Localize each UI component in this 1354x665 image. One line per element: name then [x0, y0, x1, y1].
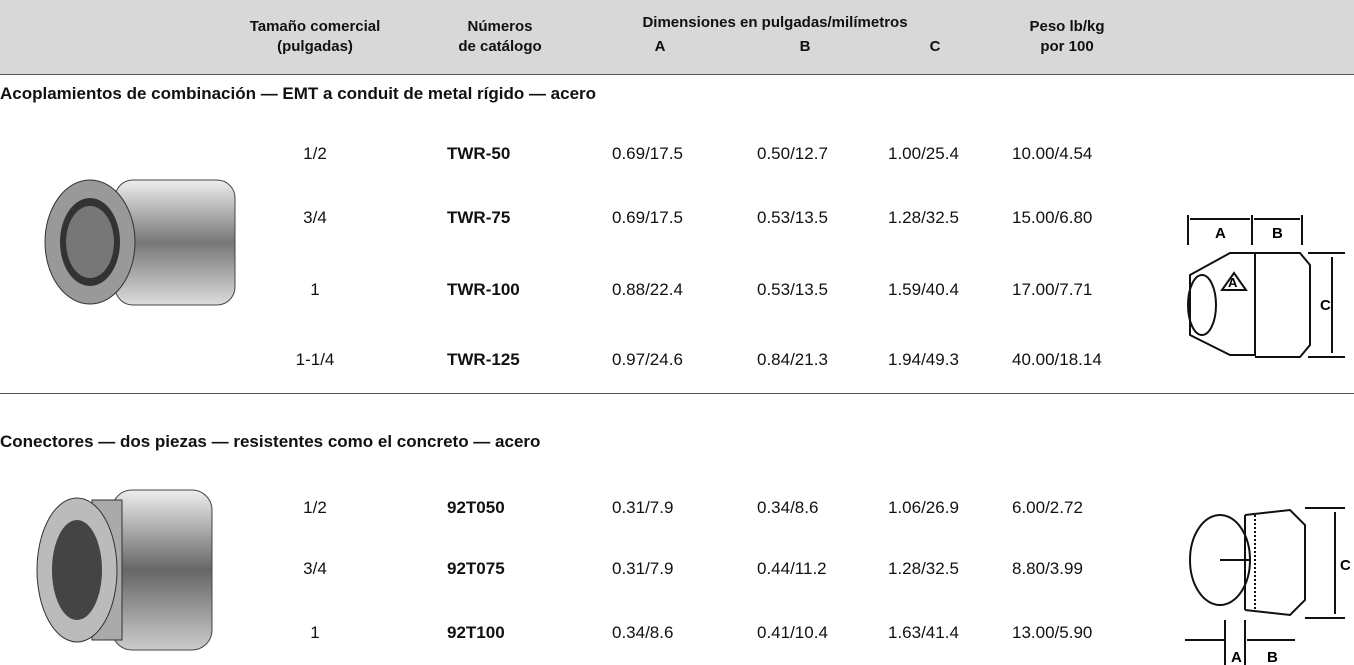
cell: TWR-75 — [447, 208, 511, 227]
header-label: de catálogo — [458, 38, 542, 55]
header-label: Peso lb/kg — [1029, 18, 1105, 35]
diagram-label: B — [1272, 225, 1283, 242]
cell: 0.97/24.6 — [612, 350, 683, 369]
cell: 1.94/49.3 — [888, 350, 959, 369]
header-label: C — [929, 38, 941, 55]
header-label: (pulgadas) — [277, 38, 353, 55]
cell: 3/4 — [303, 208, 327, 227]
diagram-label: A — [1215, 225, 1226, 242]
cell: 13.00/5.90 — [1012, 623, 1093, 642]
cell: 0.84/21.3 — [757, 350, 828, 369]
cell: TWR-50 — [447, 144, 511, 163]
cell: 40.00/18.14 — [1012, 350, 1102, 369]
cell: TWR-100 — [447, 280, 520, 299]
cell: 0.69/17.5 — [612, 208, 683, 227]
header-label: Tamaño comercial — [249, 18, 381, 35]
cell: 0.44/11.2 — [757, 559, 827, 578]
cell: 10.00/4.54 — [1012, 144, 1093, 163]
diagram-label: A — [1231, 649, 1242, 665]
section-rule — [0, 393, 1354, 394]
cell: 1.59/40.4 — [888, 280, 959, 299]
cell: 3/4 — [303, 559, 327, 578]
cell: 0.50/12.7 — [757, 144, 828, 163]
cell: 1.06/26.9 — [888, 498, 959, 517]
cell: 0.31/7.9 — [612, 559, 674, 578]
cell: 0.53/13.5 — [757, 208, 828, 227]
cell: 0.41/10.4 — [757, 623, 828, 642]
header-label: Números — [467, 18, 533, 35]
cell: 92T050 — [447, 498, 505, 517]
diagram-label: C — [1340, 557, 1350, 574]
cell: 0.88/22.4 — [612, 280, 683, 299]
cell: 1.00/25.4 — [888, 144, 959, 163]
cell: 1/2 — [303, 498, 327, 517]
section-title: Conectores — dos piezas — resistentes co… — [0, 432, 541, 451]
header-label: Dimensiones en pulgadas/milímetros — [642, 14, 908, 31]
product-photo — [36, 489, 213, 651]
header-label: A — [654, 38, 666, 55]
cell: 1 — [310, 623, 320, 642]
cell: 1-1/4 — [295, 350, 335, 369]
header-label: por 100 — [1040, 38, 1094, 55]
cell: 1.28/32.5 — [888, 559, 959, 578]
diagram-label: B — [1267, 649, 1278, 665]
diagram-mark: A — [1228, 275, 1238, 290]
cell: 92T075 — [447, 559, 505, 578]
cell: 0.69/17.5 — [612, 144, 683, 163]
cell: 17.00/7.71 — [1012, 280, 1093, 299]
dimension-diagram: A B C A — [1187, 215, 1345, 358]
dimension-diagram: A B C — [1185, 507, 1350, 665]
cell: 1.63/41.4 — [888, 623, 959, 642]
diagram-label: C — [1320, 297, 1331, 314]
cell: 92T100 — [447, 623, 505, 642]
section-title: Acoplamientos de combinación — EMT a con… — [0, 84, 597, 103]
cell: 1 — [310, 280, 320, 299]
cell: 8.80/3.99 — [1012, 559, 1083, 578]
header-label: B — [799, 38, 811, 55]
header-band — [0, 0, 1354, 75]
cell: 0.31/7.9 — [612, 498, 674, 517]
cell: 15.00/6.80 — [1012, 208, 1093, 227]
cell: 0.53/13.5 — [757, 280, 828, 299]
cell: 0.34/8.6 — [757, 498, 819, 517]
product-photo — [44, 179, 236, 306]
cell: 1/2 — [303, 144, 327, 163]
cell: TWR-125 — [447, 350, 520, 369]
cell: 1.28/32.5 — [888, 208, 959, 227]
cell: 6.00/2.72 — [1012, 498, 1083, 517]
cell: 0.34/8.6 — [612, 623, 674, 642]
